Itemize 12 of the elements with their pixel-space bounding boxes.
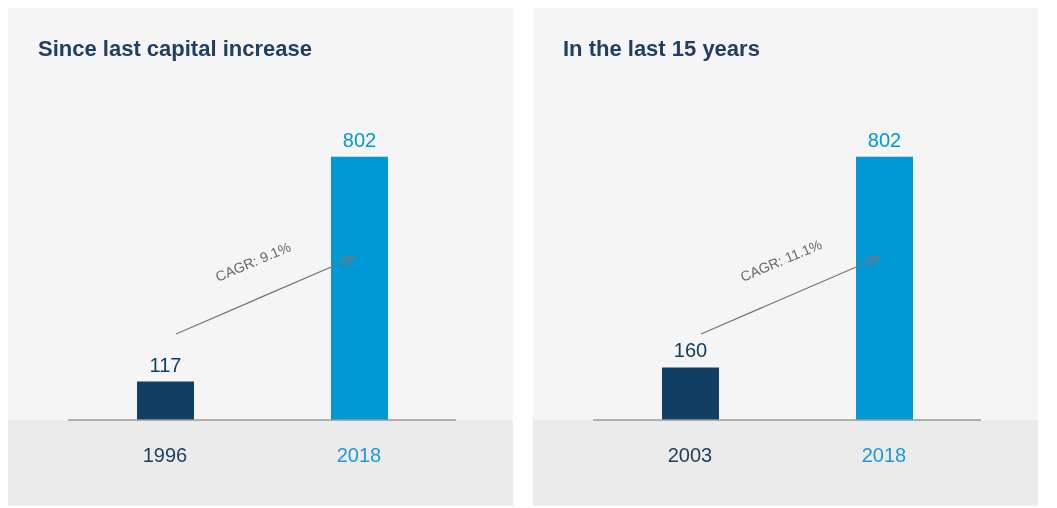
chart-title: In the last 15 years xyxy=(563,36,760,62)
x-tick-label: 2003 xyxy=(667,444,713,466)
x-tick-label: 1996 xyxy=(142,444,188,466)
annotation: CAGR: 11.1% xyxy=(738,236,825,285)
x-tick-label: 2018 xyxy=(336,444,382,466)
annotation: CAGR: 9.1% xyxy=(213,238,294,285)
data-label: 160 xyxy=(673,339,708,362)
chart-title: Since last capital increase xyxy=(38,36,312,62)
data-label: 802 xyxy=(867,128,902,151)
x-tick-label: 2018 xyxy=(861,444,907,466)
data-label: 117 xyxy=(149,353,182,376)
data-label: 802 xyxy=(342,128,377,151)
